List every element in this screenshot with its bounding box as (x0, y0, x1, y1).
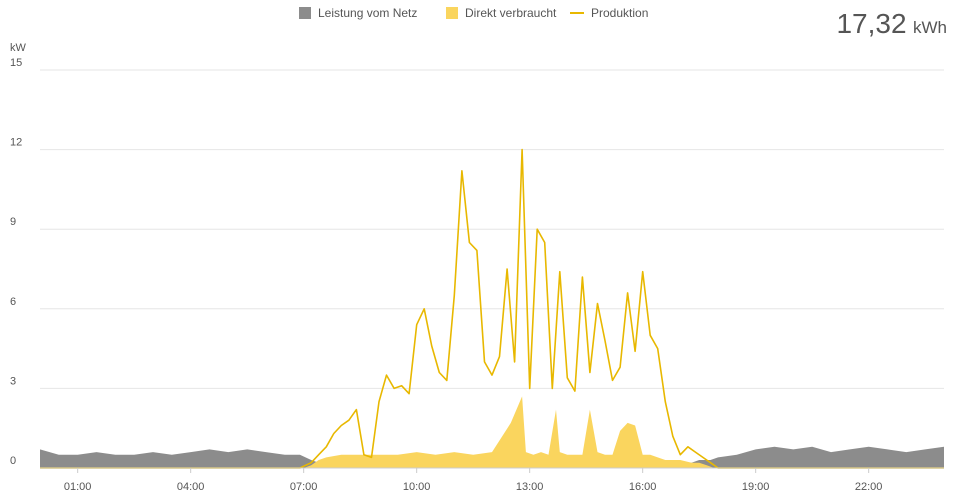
series-area-1 (40, 396, 944, 468)
series-layer (40, 148, 944, 469)
y-axis-label: kW (10, 42, 27, 54)
x-tick-label-3: 10:00 (403, 481, 431, 493)
gridlines (40, 69, 944, 389)
legend: Leistung vom Netz Direkt verbraucht Produk… (299, 6, 648, 20)
x-tick-label-0: 01:00 (64, 481, 92, 493)
legend-item-0[interactable]: Leistung vom Netz (299, 6, 417, 20)
x-tick-label-6: 19:00 (742, 481, 770, 493)
x-tick-label-2: 07:00 (290, 481, 318, 493)
total-energy: 17,32 kWh (836, 8, 947, 40)
x-tick-label-7: 22:00 (855, 481, 883, 493)
legend-label-2: Produktion (591, 6, 648, 20)
legend-item-2[interactable]: Produktion (570, 6, 648, 20)
legend-label-1: Direkt verbraucht (465, 6, 557, 20)
x-tick-label-5: 16:00 (629, 481, 657, 493)
y-tick-label-3: 9 (10, 216, 16, 228)
x-axis-ticks: 01:00 04:00 07:00 10:00 13:00 16:00 19:00 22:00 (64, 468, 883, 493)
legend-swatch-1 (446, 7, 458, 19)
y-tick-label-1: 3 (10, 375, 16, 387)
y-tick-label-2: 6 (10, 296, 16, 308)
y-axis-ticks: 0 3 6 9 12 15 (10, 57, 22, 467)
y-tick-label-4: 12 (10, 137, 22, 149)
series-area-0 (40, 446, 944, 468)
x-tick-label-4: 13:00 (516, 481, 544, 493)
y-tick-label-0: 0 (10, 455, 16, 467)
legend-swatch-0 (299, 7, 311, 19)
y-tick-label-5: 15 (10, 57, 22, 69)
legend-label-0: Leistung vom Netz (318, 6, 417, 20)
series-line-2 (40, 148, 944, 469)
legend-item-1[interactable]: Direkt verbraucht (446, 6, 557, 20)
total-energy-value: 17,32 (836, 8, 907, 39)
x-tick-label-1: 04:00 (177, 481, 205, 493)
total-energy-unit: kWh (913, 18, 947, 37)
